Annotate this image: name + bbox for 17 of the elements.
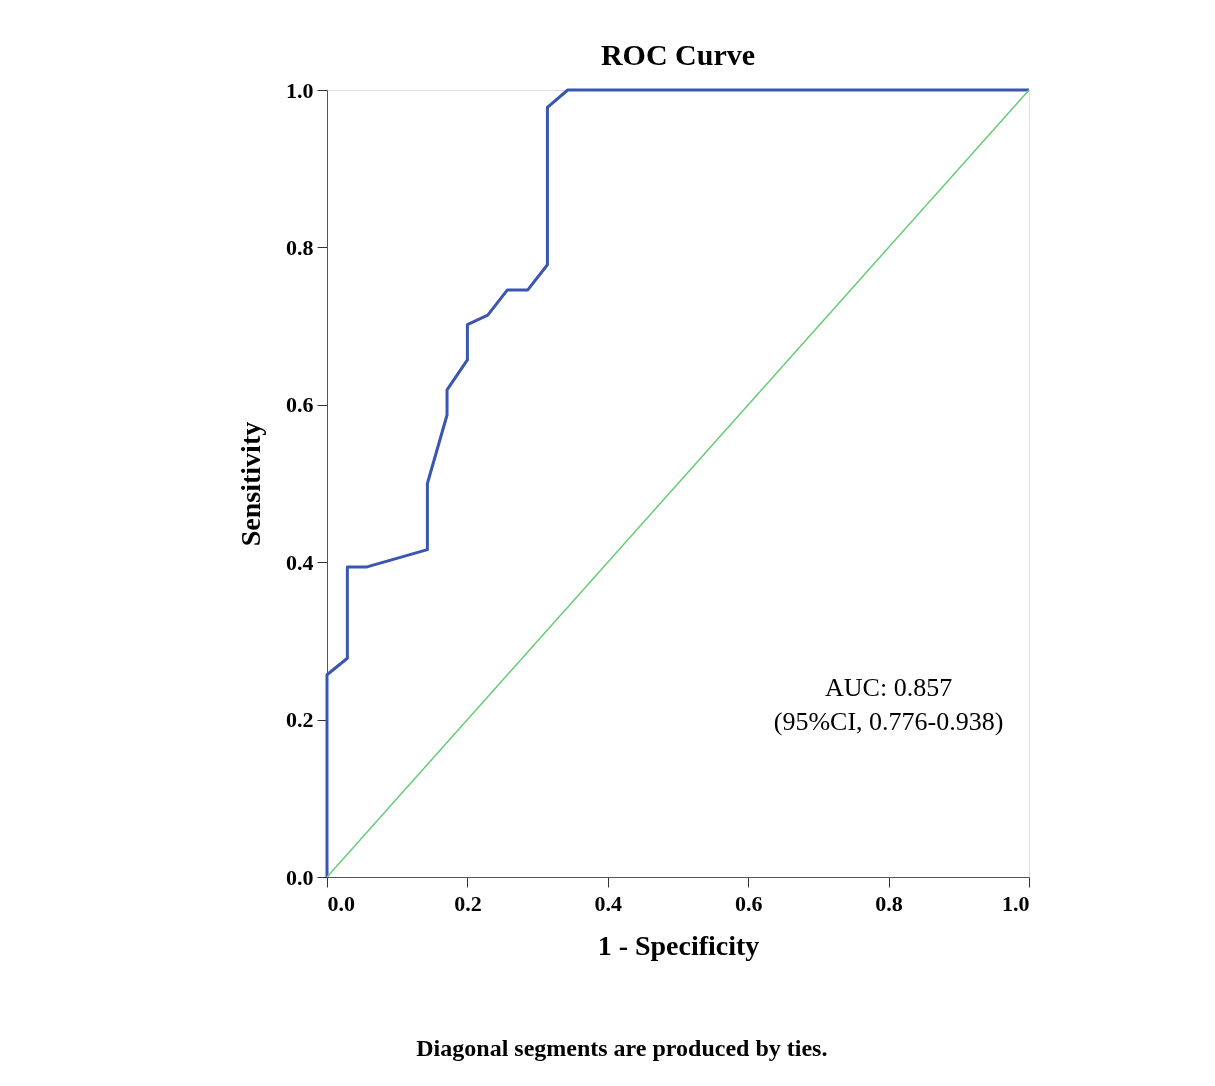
annotation: AUC: 0.857 (95%CI, 0.776-0.938) xyxy=(773,673,1004,736)
x-tick-label: 0.8 xyxy=(875,890,903,916)
x-tick-label: 1.0 xyxy=(1002,890,1030,916)
x-axis-title: 1 - Specificity xyxy=(597,929,760,961)
chart-title: ROC Curve xyxy=(600,38,756,71)
x-tick-label: 0.2 xyxy=(454,890,482,916)
x-tick-label: 0.0 xyxy=(327,890,355,916)
y-tick-label: 0.4 xyxy=(286,549,314,575)
y-tick-label: 0.8 xyxy=(286,234,314,260)
y-tick-label: 0.0 xyxy=(286,864,314,890)
text: Diagonal segments are produced by ties. xyxy=(416,1035,828,1061)
x-tick-label: 0.6 xyxy=(734,890,763,916)
x-tick-label: 0.4 xyxy=(594,890,623,916)
y-tick-label: 0.2 xyxy=(286,707,314,733)
y-tick-label: 0.6 xyxy=(286,392,314,418)
y-tick-label: 1.0 xyxy=(286,77,314,103)
y-axis-title: Sensitivity xyxy=(235,421,266,547)
